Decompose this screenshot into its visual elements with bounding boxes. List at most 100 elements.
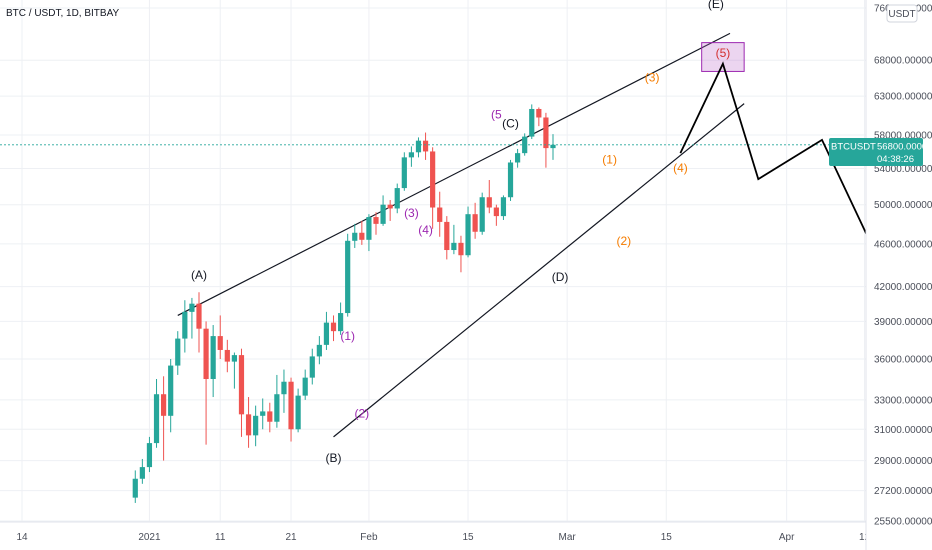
- wave-label: (2): [616, 234, 631, 248]
- candle: [323, 311, 330, 350]
- candle: [500, 195, 507, 220]
- candle-body: [267, 411, 273, 422]
- candle: [458, 235, 464, 273]
- candle-body: [281, 381, 287, 395]
- price-tick-label: 42000.000000: [874, 282, 932, 293]
- candle: [550, 134, 556, 160]
- time-tick-label: 21: [285, 532, 297, 543]
- candle-body: [132, 478, 138, 498]
- price-tick-label: 27200.000000: [874, 486, 932, 497]
- candle: [359, 220, 365, 245]
- candle: [281, 369, 287, 413]
- price-tick-label: 50000.000000: [874, 200, 932, 211]
- candle-body: [408, 152, 414, 158]
- candle: [401, 152, 407, 191]
- candle-body: [217, 336, 223, 350]
- candle: [366, 214, 372, 252]
- wave-label: (3): [645, 70, 660, 84]
- price-tick-label: 68000.000000: [874, 56, 932, 67]
- time-tick-label: 15: [462, 532, 474, 543]
- candle-body: [529, 108, 535, 137]
- candle: [175, 331, 181, 375]
- candle-body: [231, 355, 237, 362]
- candle-body: [422, 140, 429, 152]
- candle-body: [451, 242, 457, 251]
- time-tick-label: Mar: [559, 532, 577, 543]
- candle-body: [493, 207, 499, 217]
- candle: [330, 315, 337, 342]
- candle-body: [309, 356, 315, 378]
- price-axis[interactable]: 25500.000000 27200.000000 29000.000000 3100…: [874, 4, 932, 528]
- candle-body: [338, 313, 344, 332]
- time-tick-label: 15: [661, 532, 673, 543]
- price-tag-symbol: BTCUSDT: [831, 142, 876, 153]
- candle: [295, 388, 301, 433]
- candle: [224, 339, 230, 373]
- candlestick-series: [132, 104, 556, 503]
- candle: [203, 321, 209, 445]
- candle: [422, 132, 429, 160]
- currency-button-frame[interactable]: [886, 4, 918, 23]
- price-tick-label: 25500.000000: [874, 517, 932, 528]
- wedge-lower-line: [333, 103, 745, 438]
- time-axis[interactable]: 1420211121Feb15Mar15Apr12May: [16, 532, 932, 543]
- wave-label: (E): [708, 0, 724, 11]
- price-tag-background: [829, 138, 923, 166]
- candle-body: [330, 322, 337, 332]
- candle: [444, 216, 450, 260]
- candle-body: [345, 240, 351, 314]
- candle-body: [210, 336, 216, 380]
- candle-body: [175, 338, 181, 366]
- price-tick-label: 58000.000000: [874, 130, 932, 141]
- candle: [373, 212, 379, 235]
- wave-label: (B): [326, 451, 342, 465]
- candle-body: [458, 242, 464, 256]
- candle: [430, 147, 436, 229]
- wave-label: (4): [418, 223, 433, 237]
- wave-label: (5): [716, 46, 731, 60]
- wedge-upper-line: [177, 32, 731, 316]
- price-tick-label: 29000.000000: [874, 456, 932, 467]
- wave-label: (2): [355, 406, 370, 420]
- symbol-title: BTC / USDT, 1D, BITBAY: [6, 8, 119, 19]
- candle: [153, 379, 160, 448]
- candle-body: [203, 328, 209, 380]
- candle-body: [224, 349, 230, 362]
- candle-body: [260, 411, 266, 416]
- wave-labels: (A) (B) (C) (D) (E) (1) (2) (3) (4) (5 (1) (2) (3) (4…: [191, 0, 730, 465]
- candle-body: [189, 303, 195, 312]
- wave-label: (C): [502, 117, 519, 131]
- price-tick-label: 46000.000000: [874, 239, 932, 250]
- candle: [486, 179, 492, 214]
- time-tick-label: 11: [215, 532, 226, 543]
- wave-label: (D): [552, 270, 569, 284]
- candle: [352, 223, 358, 248]
- price-tag-price: 56800.000000: [877, 142, 932, 153]
- candle-body: [430, 151, 436, 208]
- currency-button[interactable]: USDT: [886, 4, 918, 23]
- price-axis-bg: [866, 0, 932, 550]
- candle: [515, 148, 521, 168]
- time-tick-label: Feb: [360, 532, 378, 543]
- candle-body: [253, 415, 259, 436]
- candle: [507, 159, 514, 201]
- wedge-trendlines: [177, 32, 745, 438]
- candle: [274, 374, 280, 428]
- price-tick-label: 31000.000000: [874, 425, 932, 436]
- candle: [529, 104, 535, 140]
- candle-body: [479, 197, 485, 232]
- candle-body: [139, 467, 145, 479]
- candle: [267, 402, 273, 433]
- candle-body: [295, 395, 301, 430]
- candle: [288, 377, 294, 442]
- wave-label: (1): [340, 329, 355, 343]
- candle: [451, 224, 457, 255]
- candle-body: [238, 355, 245, 415]
- price-tick-label: 39000.000000: [874, 317, 932, 328]
- currency-button-label[interactable]: USDT: [888, 9, 915, 20]
- candle-body: [394, 188, 400, 209]
- candle-body: [401, 157, 407, 189]
- target-zone: [701, 42, 745, 72]
- candle: [479, 192, 485, 235]
